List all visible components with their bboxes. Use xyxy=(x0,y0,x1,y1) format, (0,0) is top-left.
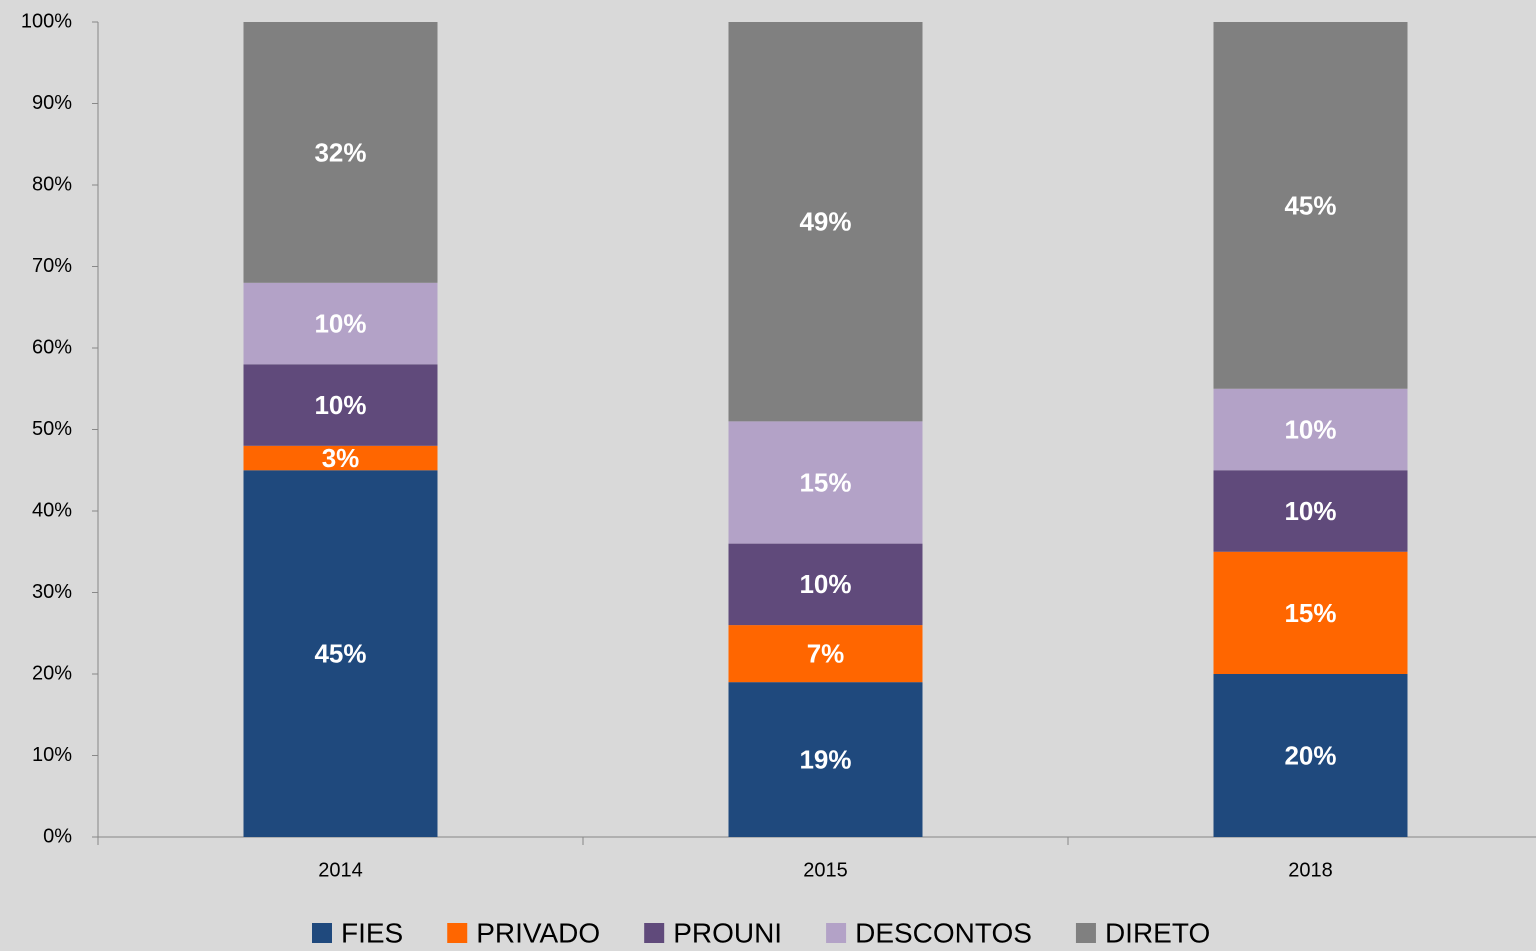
bar-segment xyxy=(728,22,923,422)
legend-label: PRIVADO xyxy=(476,917,600,948)
data-label: 10% xyxy=(1284,496,1336,526)
data-label: 3% xyxy=(322,443,360,473)
data-label: 7% xyxy=(807,639,845,669)
y-tick-label: 50% xyxy=(32,418,72,440)
data-label: 15% xyxy=(799,467,851,497)
data-label: 19% xyxy=(799,744,851,774)
data-label: 10% xyxy=(314,308,366,338)
x-tick-label: 2018 xyxy=(1288,859,1333,881)
legend-label: FIES xyxy=(341,917,403,948)
y-tick-label: 60% xyxy=(32,336,72,358)
legend-swatch xyxy=(826,923,847,943)
bar-segment xyxy=(243,364,438,446)
bar-segment xyxy=(243,470,438,837)
bar-segment xyxy=(728,682,923,837)
y-tick-label: 30% xyxy=(32,581,72,603)
bar-segment xyxy=(1213,551,1408,674)
data-label: 45% xyxy=(314,639,366,669)
y-tick-label: 80% xyxy=(32,173,72,195)
y-tick-label: 70% xyxy=(32,255,72,277)
bar-segment xyxy=(1213,674,1408,837)
bar-segment xyxy=(1213,470,1408,552)
bar-segment xyxy=(728,543,923,626)
data-label: 32% xyxy=(314,137,366,167)
data-label: 10% xyxy=(314,390,366,420)
y-tick-label: 100% xyxy=(21,10,72,32)
y-tick-label: 10% xyxy=(32,744,72,766)
y-tick-label: 0% xyxy=(43,825,72,847)
legend-swatch xyxy=(447,923,468,943)
legend-swatch xyxy=(644,923,665,943)
legend-label: PROUNI xyxy=(673,917,782,948)
bar-segment xyxy=(728,625,923,683)
y-tick-label: 40% xyxy=(32,499,72,521)
data-label: 49% xyxy=(799,207,851,237)
bar-segment xyxy=(243,22,438,283)
y-tick-label: 20% xyxy=(32,662,72,684)
bar-segment xyxy=(728,421,923,544)
x-tick-label: 2014 xyxy=(318,859,363,881)
legend-label: DESCONTOS xyxy=(855,917,1032,948)
data-label: 20% xyxy=(1284,740,1336,770)
data-label: 10% xyxy=(1284,414,1336,444)
bar-segment xyxy=(1213,388,1408,471)
bar-segment xyxy=(1213,22,1408,389)
data-label: 45% xyxy=(1284,190,1336,220)
data-label: 10% xyxy=(799,569,851,599)
bar-segment xyxy=(243,445,438,471)
legend-swatch xyxy=(312,923,332,943)
legend-swatch xyxy=(1075,923,1096,943)
y-tick-label: 90% xyxy=(32,92,72,114)
x-tick-label: 2015 xyxy=(803,859,848,881)
bar-segment xyxy=(243,282,438,365)
data-label: 15% xyxy=(1284,598,1336,628)
legend-label: DIRETO xyxy=(1105,917,1210,948)
